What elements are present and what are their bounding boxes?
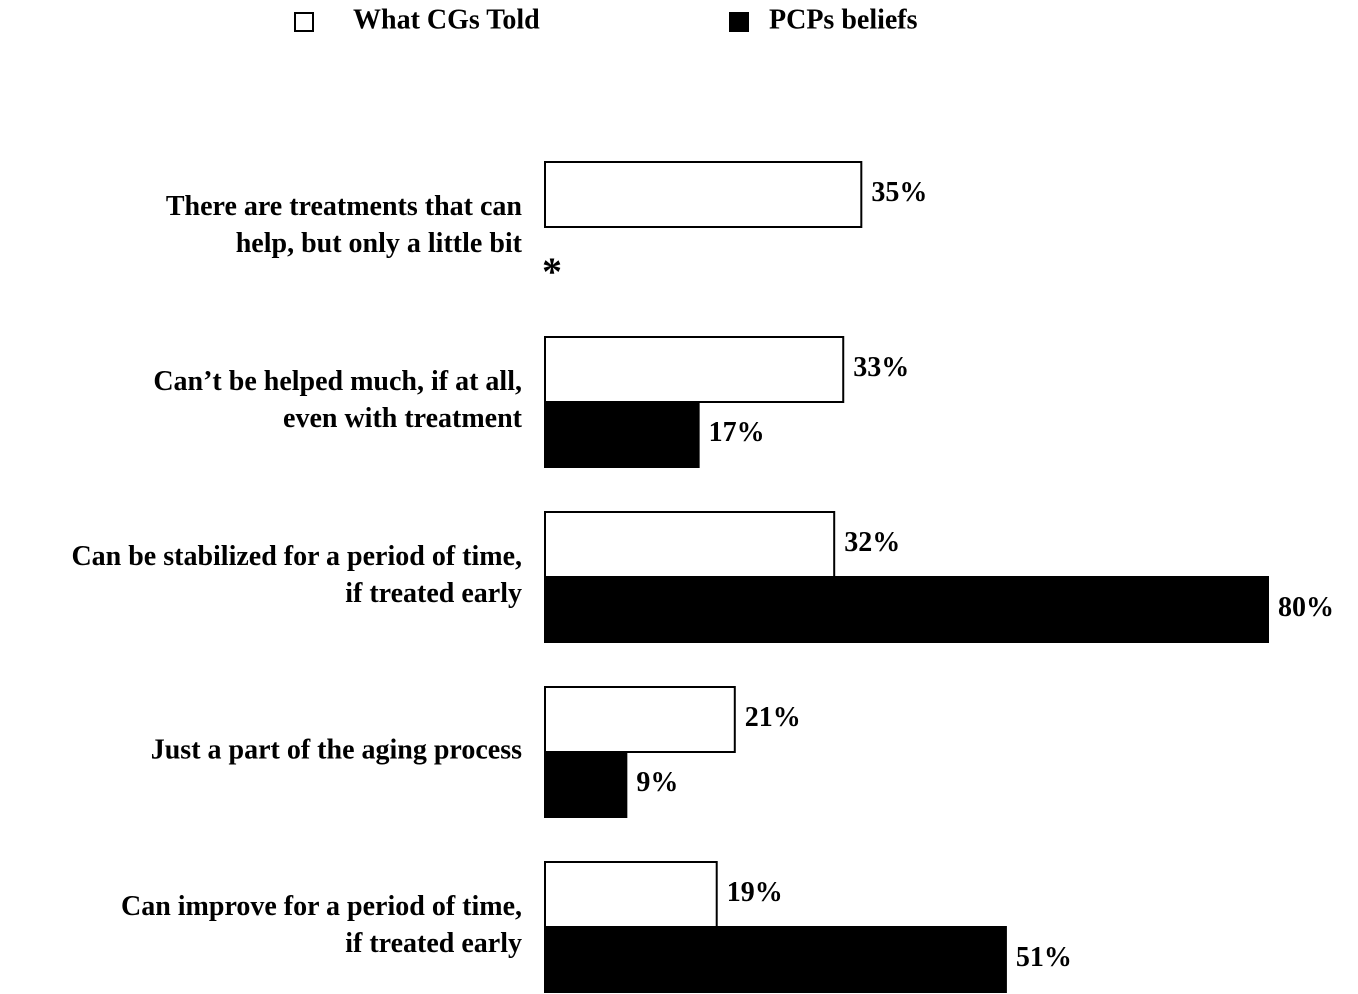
legend-swatch: [729, 12, 749, 32]
bar: [544, 861, 718, 928]
category-label: Can be stabilized for a period of time,: [71, 541, 522, 572]
value-label: 21%: [745, 702, 801, 733]
value-label: 32%: [844, 527, 900, 558]
value-label: 19%: [727, 877, 783, 908]
category-label: if treated early: [345, 928, 522, 959]
value-label: 33%: [853, 352, 909, 383]
bar: [544, 576, 1269, 643]
category-label: even with treatment: [283, 403, 523, 434]
bar: [544, 751, 628, 818]
legend-swatch: [294, 12, 314, 32]
category-label: help, but only a little bit: [236, 228, 523, 259]
value-label: 17%: [709, 417, 765, 448]
value-label: 80%: [1278, 592, 1334, 623]
bar: [544, 336, 845, 403]
value-label: 9%: [636, 767, 678, 798]
bar: [544, 926, 1007, 993]
category-label: if treated early: [345, 578, 522, 609]
value-label: 35%: [871, 177, 927, 208]
bar: [544, 161, 863, 228]
category-label: Can’t be helped much, if at all,: [153, 366, 522, 397]
legend-label: PCPs beliefs: [769, 4, 918, 35]
category-label: There are treatments that can: [166, 191, 523, 222]
bar: [544, 401, 700, 468]
legend-label: What CGs Told: [353, 4, 540, 35]
bar: [544, 686, 736, 753]
annotation: *: [542, 249, 562, 294]
bar: [544, 511, 836, 578]
category-label: Can improve for a period of time,: [121, 891, 522, 922]
value-label: 51%: [1016, 942, 1072, 973]
category-label: Just a part of the aging process: [151, 734, 522, 765]
